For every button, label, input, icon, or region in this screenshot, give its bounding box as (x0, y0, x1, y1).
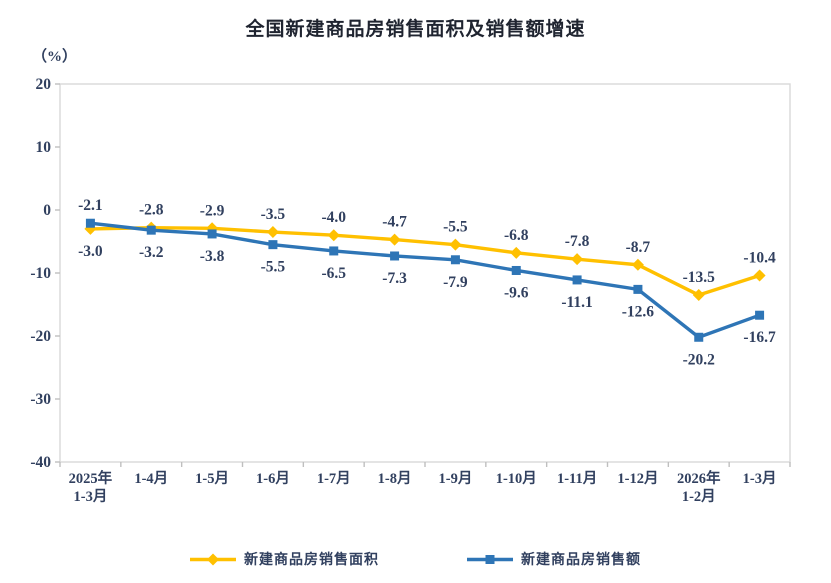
x-axis-label: 1-12月 (617, 470, 658, 487)
data-label: -7.8 (565, 233, 590, 250)
series-line-1 (88, 221, 762, 339)
series-0-marker-diamond (631, 258, 644, 271)
series-1-marker-square (572, 275, 582, 285)
data-label: -7.9 (443, 274, 468, 291)
series-0-marker-diamond (692, 289, 705, 302)
y-axis-label: -40 (30, 454, 51, 471)
data-label: -2.1 (78, 197, 103, 214)
chart-title: 全国新建商品房销售面积及销售额增速 (245, 19, 586, 40)
data-label: -20.2 (683, 351, 716, 368)
x-axis-label: 1-7月 (317, 470, 351, 487)
y-axis-label: 0 (43, 202, 51, 219)
series-0-marker-diamond (327, 229, 340, 242)
data-label: -4.0 (321, 209, 346, 226)
data-label: -3.2 (139, 244, 164, 261)
y-axis-label: -20 (30, 328, 51, 345)
data-label: -12.6 (622, 303, 655, 320)
data-label: -3.5 (261, 206, 286, 223)
series-1-marker-square (329, 246, 339, 256)
x-axis-label: 1-10月 (496, 470, 537, 487)
x-axis-label: 2025年 1-3月 (69, 469, 113, 505)
series-0-marker-diamond (753, 269, 766, 282)
x-axis-label: 1-6月 (256, 470, 290, 487)
series-1-marker-square (450, 255, 460, 265)
data-label: -13.5 (683, 269, 716, 286)
legend-label-sales-amount: 新建商品房销售额 (521, 551, 641, 567)
series-0-marker-diamond (449, 238, 462, 251)
legend-swatch-sales-area-icon (190, 553, 236, 565)
data-label: -2.8 (139, 202, 164, 219)
data-label: -7.3 (382, 270, 407, 287)
x-axis-label: 1-4月 (134, 470, 168, 487)
series-1-marker-square (268, 240, 278, 250)
series-1-marker-square (85, 218, 95, 228)
plot-area (59, 83, 791, 463)
y-axis-label: 10 (36, 139, 52, 156)
data-label: -10.4 (743, 250, 776, 267)
data-label: -11.1 (561, 294, 592, 311)
data-label: -8.7 (626, 239, 651, 256)
series-1-marker-square (694, 332, 704, 342)
legend: 新建商品房销售面积 新建商品房销售额 (0, 549, 831, 569)
x-axis-label: 1-5月 (195, 470, 229, 487)
series-0-marker-diamond (510, 246, 523, 259)
data-label: -3.0 (78, 243, 103, 260)
data-label: -16.7 (743, 329, 776, 346)
data-label: -4.7 (382, 214, 407, 231)
data-label: -9.6 (504, 284, 529, 301)
series-1-marker-square (633, 284, 643, 294)
data-label: -2.9 (200, 202, 225, 219)
y-axis-label: -30 (30, 391, 51, 408)
legend-swatch-sales-amount-icon (467, 554, 513, 564)
x-axis-label: 1-3月 (743, 470, 777, 487)
data-label: -5.5 (261, 259, 286, 276)
legend-item-sales-area: 新建商品房销售面积 (190, 549, 379, 569)
series-line-0 (88, 225, 762, 297)
series-0-marker-diamond (571, 253, 584, 266)
y-axis-label: -10 (30, 265, 51, 282)
y-axis-label: 20 (36, 76, 52, 93)
chart-svg: 20 10 0 -10 -20 -30 -40 2025年 1-3月 1-4月 1-5月 1-6月 1-… (30, 76, 791, 505)
x-axis-label: 1-9月 (438, 470, 472, 487)
legend-item-sales-amount: 新建商品房销售额 (467, 549, 641, 569)
data-label: -5.5 (443, 219, 468, 236)
y-axis-unit-label: （%） (32, 49, 78, 65)
x-axis-label: 1-11月 (557, 470, 597, 487)
series-1-marker-square (207, 229, 217, 239)
data-label: -6.5 (321, 265, 346, 282)
series-0-marker-diamond (266, 226, 279, 239)
series-1-marker-square (511, 265, 521, 275)
data-label: -6.8 (504, 227, 529, 244)
data-label: -3.8 (200, 248, 225, 265)
series-0-marker-diamond (388, 233, 401, 246)
series-1-marker-square (146, 225, 156, 235)
series-1-marker-square (755, 310, 765, 320)
series-1-marker-square (390, 251, 400, 261)
x-axis-label: 2026年 1-2月 (677, 469, 721, 505)
x-axis-label: 1-8月 (378, 470, 412, 487)
legend-label-sales-area: 新建商品房销售面积 (244, 551, 379, 567)
